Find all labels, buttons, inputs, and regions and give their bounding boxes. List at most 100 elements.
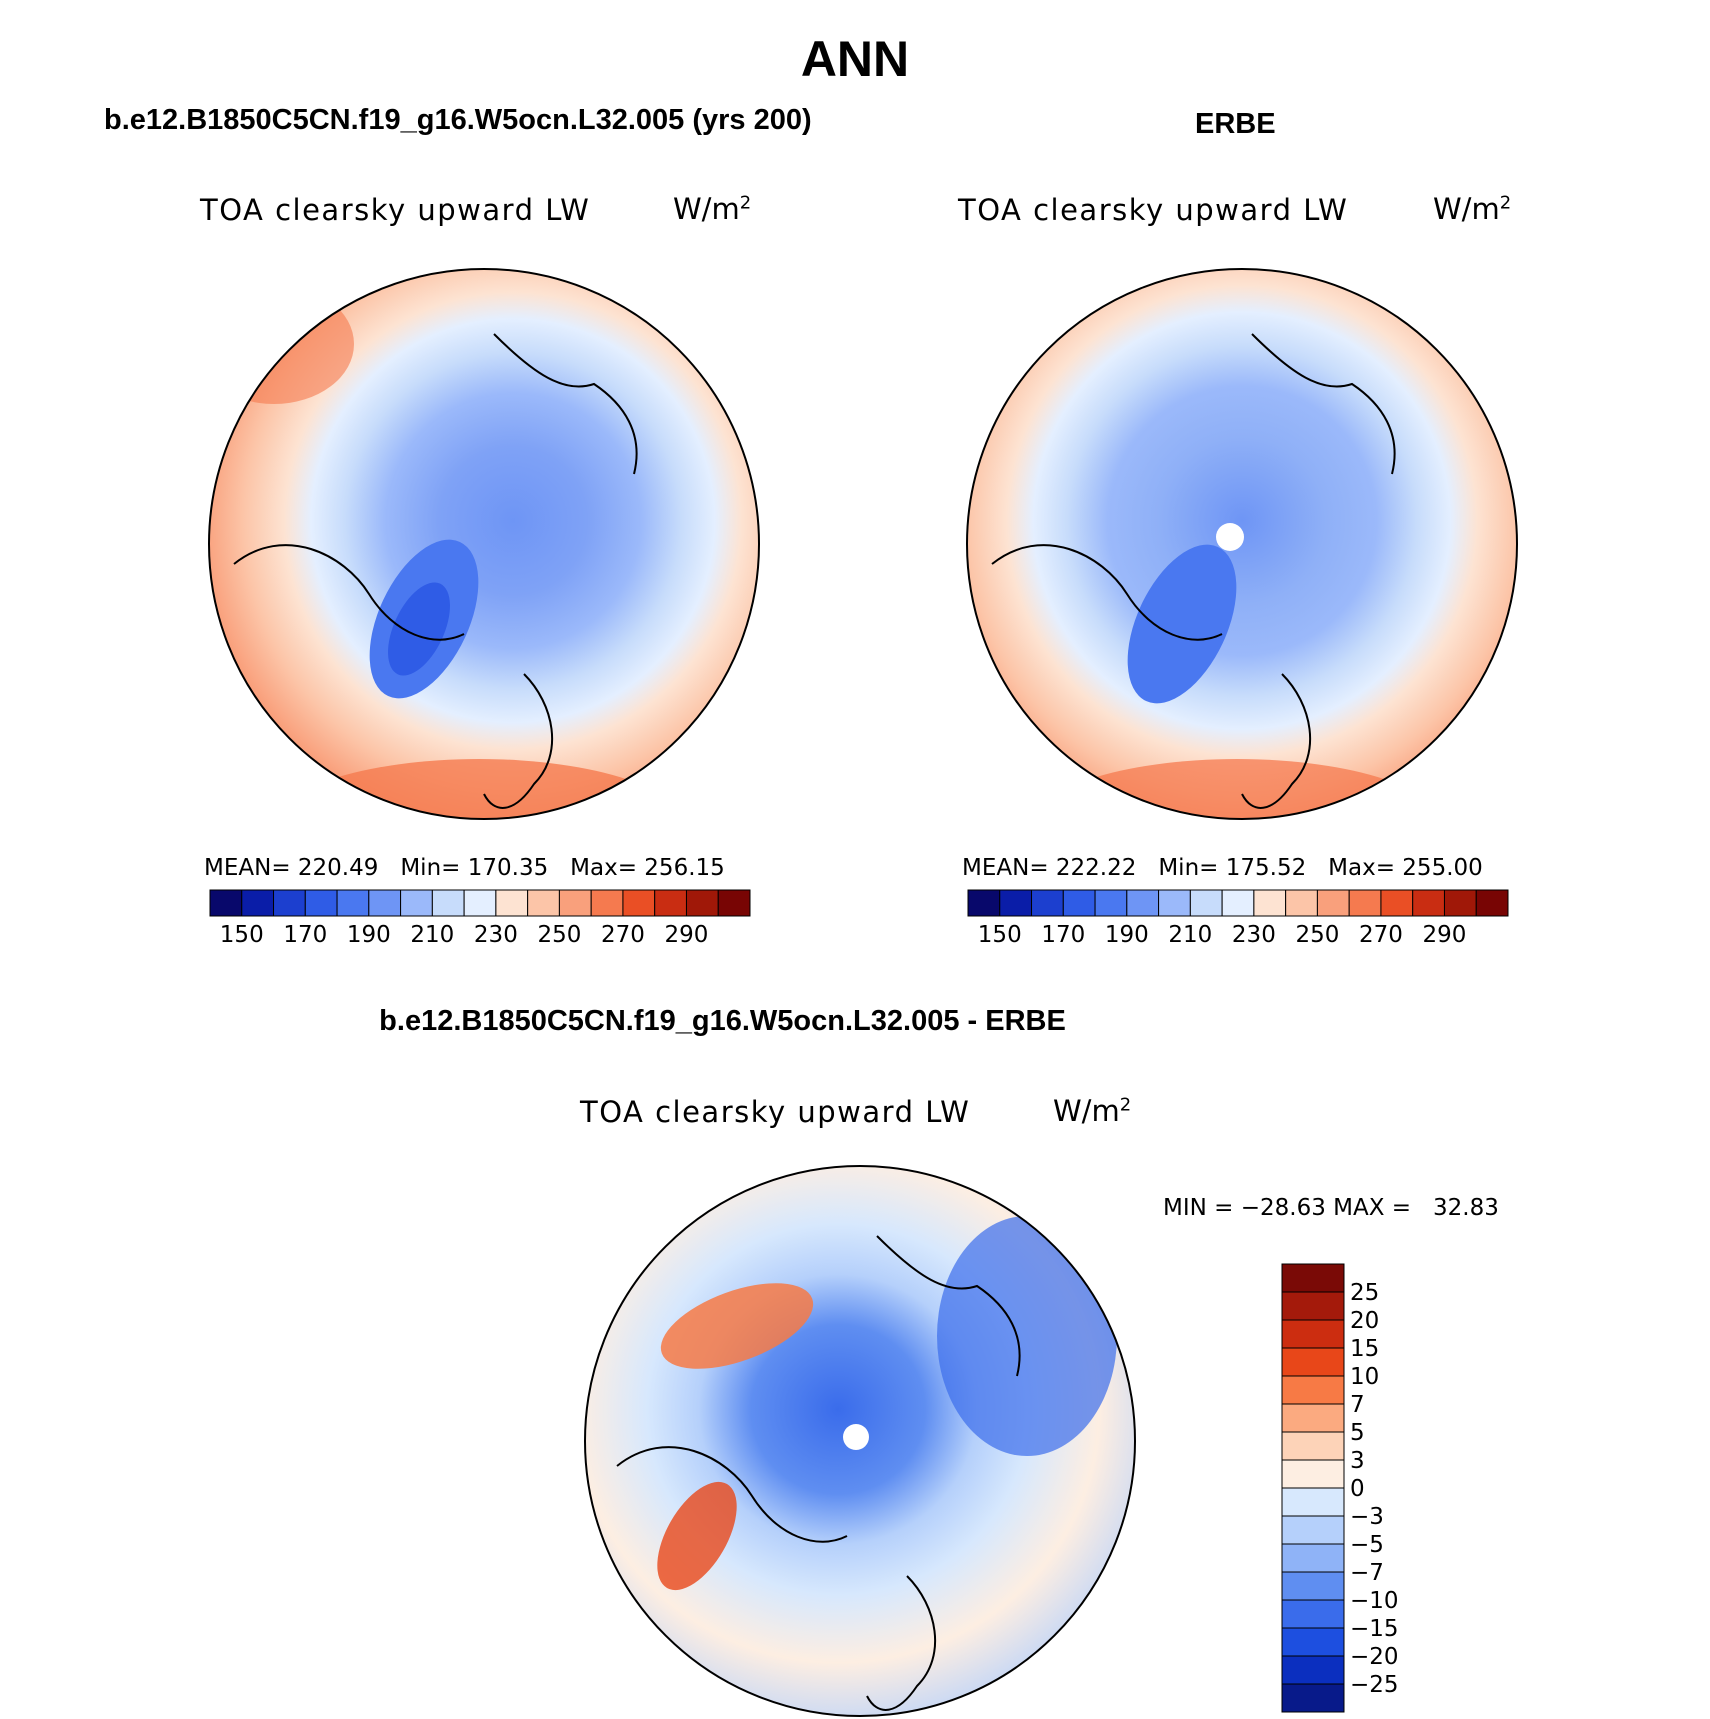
left-colorbar-tick-label: 290 <box>665 922 709 948</box>
left-colorbar-tick-label: 190 <box>347 922 391 948</box>
right-colorbar-tick-label: 210 <box>1168 922 1212 948</box>
right-pole-hole <box>1216 523 1244 551</box>
left-units-label: W/m2 <box>673 192 751 226</box>
right-colorbar-tick-label: 170 <box>1041 922 1085 948</box>
left-colorbar-box <box>685 889 719 917</box>
left-panel-case-title: b.e12.B1850C5CN.f19_g16.W5ocn.L32.005 (y… <box>104 104 812 136</box>
left-greenland-core <box>388 582 450 676</box>
right-max-value: 255.00 <box>1402 855 1483 881</box>
right-colorbar: 150 170 190 210 230 250 270 290 <box>967 889 1509 948</box>
left-colorbar-box <box>622 889 656 917</box>
diff-polar-map <box>584 1165 1136 1717</box>
right-coastlines <box>991 333 1396 809</box>
left-atlantic-warm <box>269 759 689 819</box>
diff-colorbar-tick-label: 3 <box>1350 1448 1365 1474</box>
left-colorbar-tick-label: 210 <box>410 922 454 948</box>
diff-colorbar-box <box>1281 1487 1345 1517</box>
left-colorbar-box <box>304 889 338 917</box>
diff-colorbar-box <box>1281 1375 1345 1405</box>
left-units-exponent: 2 <box>739 192 752 214</box>
diff-colorbar-box <box>1281 1319 1345 1349</box>
left-colorbar-tick-label: 150 <box>220 922 264 948</box>
left-min-label: Min= <box>400 855 461 881</box>
diff-colorbar-tick-label: 0 <box>1350 1476 1365 1502</box>
diff-greenland-warm <box>657 1481 737 1591</box>
right-colorbar-box <box>1094 889 1128 917</box>
right-colorbar-box <box>999 889 1033 917</box>
right-colorbar-box <box>1412 889 1445 917</box>
diff-colorbar-box <box>1281 1655 1345 1685</box>
diff-panel-case-title: b.e12.B1850C5CN.f19_g16.W5ocn.L32.005 - … <box>379 1005 1066 1037</box>
left-colorbar-box <box>241 889 275 917</box>
diff-colorbar-box <box>1281 1431 1345 1461</box>
right-max-label: Max= <box>1328 855 1395 881</box>
diff-units-label: W/m2 <box>1053 1094 1131 1128</box>
diff-colorbar-box <box>1281 1599 1345 1629</box>
diff-colorbar-tick-label: 5 <box>1350 1420 1365 1446</box>
diff-colorbar-box <box>1281 1263 1345 1293</box>
right-min-value: 175.52 <box>1225 855 1307 881</box>
left-colorbar-box <box>209 889 243 917</box>
diff-colorbar-tick-label: −7 <box>1350 1560 1384 1586</box>
left-colorbar-box <box>463 889 497 917</box>
right-mean-label: MEAN= <box>962 855 1049 881</box>
left-colorbar-box <box>654 889 687 917</box>
left-pacific-warm <box>209 284 354 404</box>
right-polar-map <box>966 268 1518 820</box>
left-coastlines <box>233 333 638 809</box>
left-colorbar-box <box>336 889 370 917</box>
right-colorbar-box <box>1443 889 1477 917</box>
diff-colorbar-tick-label: −20 <box>1350 1644 1399 1670</box>
diff-units-base: W/m <box>1053 1094 1120 1128</box>
right-units-label: W/m2 <box>1433 192 1511 226</box>
right-colorbar-box <box>1475 889 1509 917</box>
left-colorbar-box <box>273 889 306 917</box>
right-colorbar-box <box>1348 889 1382 917</box>
diff-colorbar-tick-label: −15 <box>1350 1616 1399 1642</box>
diff-warm-anomaly <box>660 1283 814 1369</box>
left-colorbar-box <box>431 889 465 917</box>
right-colorbar-box <box>967 889 1001 917</box>
right-colorbar-tick-label: 270 <box>1359 922 1403 948</box>
diff-colorbar-tick-label: −25 <box>1350 1672 1399 1698</box>
right-colorbar-tick-label: 150 <box>978 922 1022 948</box>
diff-colorbar-box <box>1281 1515 1345 1545</box>
left-max-value: 256.15 <box>644 855 725 881</box>
diff-colorbar-box <box>1281 1683 1345 1713</box>
right-colorbar-box <box>1062 889 1096 917</box>
diff-map-border <box>584 1165 1136 1717</box>
diff-colorbar-box <box>1281 1571 1345 1601</box>
right-colorbar-tick-label: 230 <box>1232 922 1276 948</box>
right-colorbar-box <box>1380 889 1414 917</box>
left-colorbar-box <box>527 889 560 917</box>
right-colorbar-box <box>1316 889 1350 917</box>
diff-variable-label: TOA clearsky upward LW <box>580 1095 971 1129</box>
right-panel-case-title: ERBE <box>1195 108 1276 140</box>
left-min-value: 170.35 <box>467 855 549 881</box>
left-colorbar: 150 170 190 210 230 250 270 290 <box>209 889 751 948</box>
right-colorbar-box <box>1126 889 1160 917</box>
left-variable-label: TOA clearsky upward LW <box>200 193 591 227</box>
right-colorbar-tick-label: 250 <box>1295 922 1339 948</box>
left-colorbar-box <box>368 889 402 917</box>
diff-colorbar-tick-label: −3 <box>1350 1504 1384 1530</box>
left-colorbar-tick-label: 170 <box>283 922 327 948</box>
left-max-label: Max= <box>570 855 637 881</box>
right-variable-label: TOA clearsky upward LW <box>958 193 1349 227</box>
right-atlantic-warm <box>1027 759 1447 819</box>
right-units-base: W/m <box>1433 192 1500 226</box>
left-stats: MEAN= 220.49 Min= 170.35 Max= 256.15 <box>204 855 725 881</box>
left-colorbar-box <box>590 889 624 917</box>
diff-coastlines <box>616 1235 1021 1711</box>
diff-cold-anomaly <box>937 1216 1117 1456</box>
right-colorbar-box <box>1158 889 1191 917</box>
diff-units-exponent: 2 <box>1119 1094 1132 1116</box>
right-units-exponent: 2 <box>1499 192 1512 214</box>
left-colorbar-tick-label: 270 <box>601 922 645 948</box>
diff-colorbar-box <box>1281 1347 1345 1377</box>
diff-colorbar-box <box>1281 1543 1345 1573</box>
right-greenland-low <box>1127 544 1237 704</box>
diff-colorbar-tick-label: 25 <box>1350 1280 1379 1306</box>
right-colorbar-box <box>1189 889 1223 917</box>
right-colorbar-box <box>1253 889 1287 917</box>
